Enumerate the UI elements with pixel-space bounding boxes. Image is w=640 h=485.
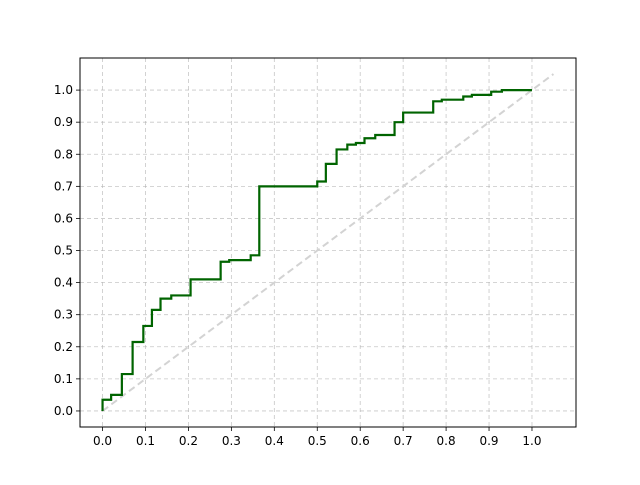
plot-frame bbox=[79, 57, 577, 428]
y-tick-label: 0.2 bbox=[54, 340, 73, 354]
x-tick-label: 0.9 bbox=[479, 434, 498, 448]
series-layer bbox=[101, 73, 555, 412]
y-tick-label: 0.7 bbox=[54, 179, 73, 193]
y-axis: 0.0 0.1 0.2 0.3 0.4 0.5 0.6 0.7 0.8 0.9 1.0 bbox=[54, 83, 80, 418]
y-tick-label: 0.6 bbox=[54, 211, 73, 225]
x-tick-label: 0.2 bbox=[179, 434, 198, 448]
x-tick-label: 0.8 bbox=[437, 434, 456, 448]
x-tick-label: 0.5 bbox=[308, 434, 327, 448]
x-tick-label: 0.4 bbox=[265, 434, 284, 448]
x-tick-label: 0.3 bbox=[222, 434, 241, 448]
y-tick-label: 0.9 bbox=[54, 115, 73, 129]
x-tick-label: 0.7 bbox=[394, 434, 413, 448]
step-curve-line bbox=[101, 88, 532, 411]
y-tick-label: 0.3 bbox=[54, 308, 73, 322]
x-tick-label: 0.1 bbox=[136, 434, 155, 448]
x-tick-label: 0.6 bbox=[351, 434, 370, 448]
grid bbox=[80, 58, 576, 427]
y-tick-label: 0.1 bbox=[54, 372, 73, 386]
y-tick-label: 0.0 bbox=[54, 404, 73, 418]
diagonal-reference-line bbox=[101, 73, 555, 412]
y-tick-label: 0.5 bbox=[54, 244, 73, 258]
y-tick-label: 0.8 bbox=[54, 147, 73, 161]
x-tick-label: 0.0 bbox=[93, 434, 112, 448]
y-tick-label: 1.0 bbox=[54, 83, 73, 97]
y-tick-label: 0.4 bbox=[54, 276, 73, 290]
x-axis: 0.0 0.1 0.2 0.3 0.4 0.5 0.6 0.7 0.8 0.9 1.0 bbox=[93, 427, 542, 448]
x-tick-label: 1.0 bbox=[522, 434, 541, 448]
